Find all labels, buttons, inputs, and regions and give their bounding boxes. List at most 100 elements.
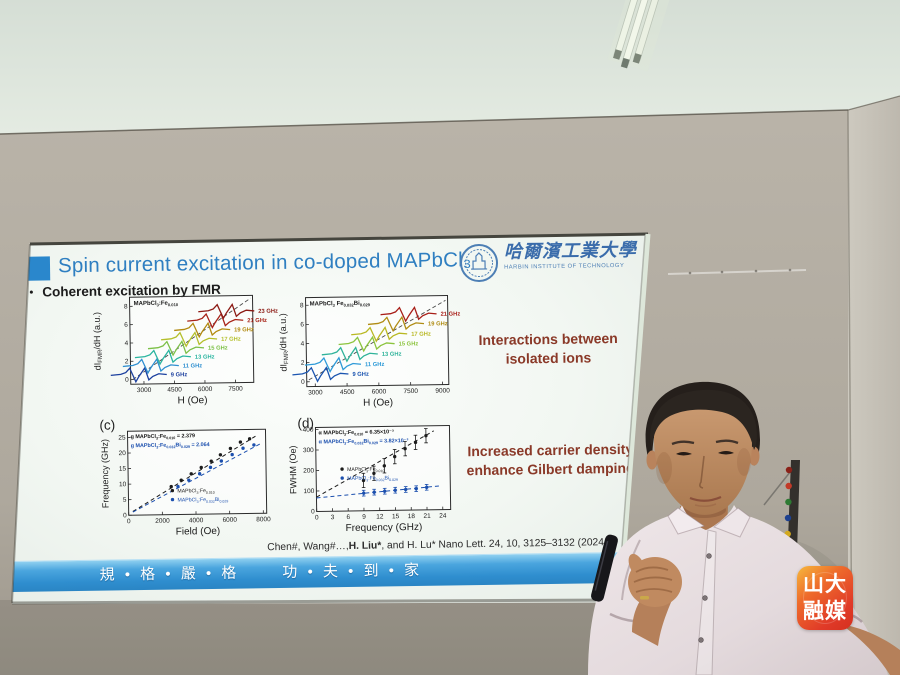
svg-text:8: 8 [300, 302, 304, 309]
svg-text:6000: 6000 [198, 386, 213, 393]
svg-text:0: 0 [311, 508, 315, 515]
slide-footer-bar: 規 • 格 • 嚴 • 格 功 • 夫 • 到 • 家 [12, 551, 649, 593]
svg-text:8: 8 [124, 303, 128, 310]
chart-b-fmr-febi: 3000 4500 6000 7500 9000 0 2 4 6 8 H (Oe) dIFMR/dH … [278, 294, 461, 409]
svg-text:4: 4 [125, 340, 129, 347]
svg-text:3000: 3000 [308, 389, 323, 396]
svg-text:15 GHz: 15 GHz [399, 341, 419, 347]
svg-text:24: 24 [439, 513, 447, 520]
svg-text:400: 400 [303, 427, 314, 434]
svg-text:4: 4 [301, 341, 305, 348]
ceiling [0, 0, 900, 134]
svg-text:0: 0 [315, 514, 319, 521]
svg-text:15 GHz: 15 GHz [208, 346, 228, 352]
svg-text:MAPbCl3:Fe0.032Bi0.029: MAPbCl3:Fe0.032Bi0.029 [347, 475, 398, 482]
note-isolated-ions: Interactions between isolated ions [478, 329, 618, 367]
svg-text:6000: 6000 [372, 388, 387, 395]
svg-text:0: 0 [123, 512, 127, 519]
svg-text:g MAPbCl3:Fe0.032Bi0.029 = 2.0: g MAPbCl3:Fe0.032Bi0.029 = 2.064 [131, 442, 210, 450]
svg-text:6: 6 [124, 322, 128, 329]
svg-text:21 GHz: 21 GHz [247, 318, 267, 324]
svg-text:11 GHz: 11 GHz [365, 362, 385, 368]
svg-text:13 GHz: 13 GHz [382, 352, 402, 358]
svg-text:H (Oe): H (Oe) [363, 397, 393, 408]
svg-text:4500: 4500 [167, 386, 182, 393]
svg-text:2: 2 [125, 358, 129, 365]
svg-text:9: 9 [362, 514, 366, 521]
svg-text:4000: 4000 [189, 517, 204, 524]
svg-text:11 GHz: 11 GHz [183, 363, 203, 369]
svg-text:8000: 8000 [256, 516, 271, 523]
svg-text:7500: 7500 [228, 386, 243, 393]
svg-text:3000: 3000 [137, 387, 152, 394]
watermark-line2: 融媒 [803, 599, 847, 623]
bullet-marker: • [29, 286, 34, 299]
svg-text:5: 5 [123, 497, 127, 504]
svg-text:17 GHz: 17 GHz [221, 337, 241, 343]
svg-text:0: 0 [301, 379, 305, 386]
svg-text:6000: 6000 [223, 517, 238, 524]
svg-text:19 GHz: 19 GHz [234, 327, 254, 333]
svg-text:Frequency (GHz): Frequency (GHz) [100, 439, 111, 508]
svg-text:25: 25 [118, 435, 126, 442]
slide-title: Spin current excitation in co-doped MAPb… [57, 248, 472, 278]
media-watermark: 山大 融媒 [797, 566, 853, 630]
svg-text:MAPbCl3:Fe0.010: MAPbCl3:Fe0.010 [134, 300, 179, 307]
svg-text:21: 21 [423, 513, 431, 520]
svg-text:Frequency (GHz): Frequency (GHz) [346, 522, 423, 534]
svg-text:Field (Oe): Field (Oe) [176, 526, 221, 538]
chart-c-dispersion: 0 2000 4000 6000 8000 0 5 10 15 20 25 Field (Oe) Fre… [100, 428, 271, 538]
svg-text:9 GHz: 9 GHz [171, 372, 188, 378]
watermark-line1: 山大 [803, 571, 847, 596]
svg-text:0: 0 [127, 518, 131, 525]
svg-text:13 GHz: 13 GHz [195, 354, 215, 360]
svg-text:21 GHz: 21 GHz [441, 312, 461, 318]
svg-text:19 GHz: 19 GHz [428, 321, 448, 327]
svg-text:15: 15 [392, 513, 400, 520]
svg-text:6: 6 [300, 321, 304, 328]
chart-d-fwhm: 0 3 6 9 12 15 18 21 24 0 100 200 300 400 Frequency (GH… [288, 424, 452, 534]
hit-motto: 規 • 格 • 嚴 • 格 功 • 夫 • 到 • 家 [99, 561, 423, 584]
svg-text:12: 12 [376, 513, 384, 520]
svg-text:dIFMR/dH (a.u.): dIFMR/dH (a.u.) [278, 313, 290, 371]
svg-text:200: 200 [303, 468, 314, 475]
svg-text:4500: 4500 [340, 389, 355, 396]
svg-text:7500: 7500 [403, 388, 418, 395]
svg-text:2: 2 [301, 360, 305, 367]
svg-text:20: 20 [119, 450, 127, 457]
svg-text:MAPbCl3:Fe0.010: MAPbCl3:Fe0.010 [177, 488, 214, 495]
svg-text:MAPbCl3 Fe0.032Bi0.029: MAPbCl3 Fe0.032Bi0.029 [310, 301, 371, 309]
svg-text:9 GHz: 9 GHz [352, 372, 369, 378]
wall-seam [667, 268, 807, 275]
svg-text:2000: 2000 [155, 518, 170, 525]
svg-text:MAPbCl3:Fe0.010: MAPbCl3:Fe0.010 [347, 466, 384, 473]
ceiling-wall-line [0, 109, 849, 135]
svg-text:15: 15 [119, 466, 127, 473]
svg-text:α MAPbCl3:Fe0.010 = 6.35×10⁻³: α MAPbCl3:Fe0.010 = 6.35×10⁻³ [318, 429, 393, 437]
projection-screen: Spin current excitation in co-doped MAPb… [12, 234, 649, 604]
svg-text:300: 300 [303, 447, 314, 454]
svg-text:17 GHz: 17 GHz [411, 332, 431, 338]
svg-text:MAPbCl3:Fe0.032Bi0.029: MAPbCl3:Fe0.032Bi0.029 [177, 497, 228, 504]
svg-text:H (Oe): H (Oe) [177, 395, 207, 406]
svg-text:FWHM (Oe): FWHM (Oe) [288, 445, 299, 494]
svg-text:α MAPbCl3:Fe0.032Bi0.029 = 3.8: α MAPbCl3:Fe0.032Bi0.029 = 3.82×10⁻³ [319, 438, 409, 446]
right-wall [848, 96, 900, 675]
title-accent-square [27, 256, 51, 281]
svg-text:dIFMR/dH (a.u.): dIFMR/dH (a.u.) [92, 312, 104, 370]
svg-text:g MAPbCl3:Fe0.010 = 2.379: g MAPbCl3:Fe0.010 = 2.379 [131, 433, 195, 441]
ceiling-light [607, 0, 677, 72]
hit-emblem-icon [460, 244, 499, 283]
svg-text:100: 100 [303, 488, 314, 495]
chart-a-fmr-fe: 3000 4500 6000 7500 0 2 4 6 8 H (Oe) dIFMR/dH (a.u… [92, 294, 278, 407]
svg-text:3: 3 [331, 514, 335, 521]
svg-text:18: 18 [408, 513, 416, 520]
svg-text:0: 0 [125, 377, 129, 384]
slide: Spin current excitation in co-doped MAPb… [12, 234, 649, 604]
hit-logo-english: HARBIN INSTITUTE OF TECHNOLOGY [504, 262, 625, 271]
wall-shadow-below-screen [0, 598, 615, 675]
svg-text:10: 10 [119, 481, 127, 488]
svg-text:23 GHz: 23 GHz [258, 309, 278, 315]
hit-logo-chinese: 哈爾濱工業大學 [503, 239, 638, 263]
svg-text:9000: 9000 [435, 387, 450, 394]
